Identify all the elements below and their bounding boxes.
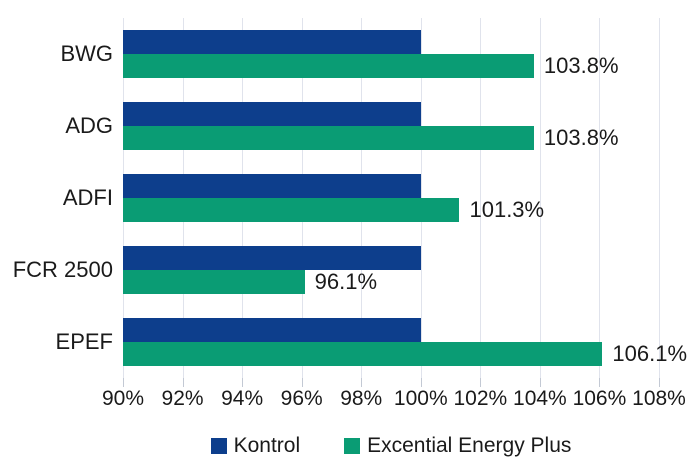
legend-label: Kontrol bbox=[233, 434, 301, 457]
legend-swatch-icon bbox=[210, 438, 227, 454]
axis-tick bbox=[361, 378, 363, 387]
axis-tick bbox=[242, 378, 244, 387]
value-axis: 90% 92% 94% 96% 98% 100% 102% 104% 106% 108% bbox=[0, 387, 696, 411]
x-axis-tick-label: 98% bbox=[340, 387, 383, 410]
gridline bbox=[659, 18, 660, 378]
x-axis-tick-label: 90% bbox=[101, 387, 145, 410]
x-axis-tick-label: 96% bbox=[280, 387, 323, 410]
axis-tick bbox=[123, 378, 124, 387]
bar-value-label: 103.8% bbox=[543, 53, 619, 78]
category-label: EPEF bbox=[55, 329, 113, 354]
legend-item: Excential Energy Plus bbox=[344, 434, 571, 458]
axis-tick bbox=[659, 378, 660, 387]
gridline bbox=[599, 18, 601, 378]
axis-tick bbox=[599, 378, 601, 387]
x-axis-tick-label: 94% bbox=[221, 387, 264, 410]
category-label: ADG bbox=[65, 113, 113, 138]
x-axis-tick-label: 104% bbox=[513, 387, 567, 410]
bar-excential bbox=[123, 126, 534, 150]
legend-swatch-icon bbox=[344, 438, 361, 454]
legend-item: Kontrol bbox=[210, 434, 301, 458]
bar-kontrol bbox=[123, 30, 421, 54]
bar-excential bbox=[123, 198, 460, 222]
axis-tick bbox=[480, 378, 482, 387]
bar-value-label: 96.1% bbox=[314, 269, 378, 294]
axis-tick bbox=[420, 378, 422, 387]
bar-excential bbox=[123, 270, 305, 294]
gridline bbox=[539, 18, 541, 378]
axis-tick bbox=[301, 378, 303, 387]
bar-kontrol bbox=[123, 246, 421, 270]
category-label: ADFI bbox=[62, 185, 113, 210]
gridline bbox=[480, 18, 482, 378]
category-label: FCR 2500 bbox=[12, 257, 113, 282]
bar-excential bbox=[123, 342, 603, 366]
bar-value-label: 101.3% bbox=[469, 197, 545, 222]
bar-value-label: 106.1% bbox=[612, 341, 688, 366]
x-axis-tick-label: 106% bbox=[572, 387, 627, 410]
x-axis-tick-label: 102% bbox=[453, 387, 508, 410]
bar-excential bbox=[123, 54, 534, 78]
bar-kontrol bbox=[123, 102, 421, 126]
bar-kontrol bbox=[123, 318, 421, 342]
plot-area: 103.8% 103.8% 101.3% 96.1% 106.1% bbox=[123, 18, 687, 387]
legend-label: Excential Energy Plus bbox=[367, 434, 572, 457]
axis-tick bbox=[539, 378, 541, 387]
x-axis-tick-label: 92% bbox=[161, 387, 204, 410]
category-label: BWG bbox=[60, 41, 113, 66]
x-axis-tick-label: 100% bbox=[393, 387, 448, 410]
axis-tick bbox=[182, 378, 184, 387]
bar-value-label: 103.8% bbox=[543, 125, 619, 150]
x-axis-tick-label: 108% bbox=[632, 387, 686, 410]
legend: Kontrol Excential Energy Plus bbox=[123, 433, 659, 459]
bar-kontrol bbox=[123, 174, 421, 198]
